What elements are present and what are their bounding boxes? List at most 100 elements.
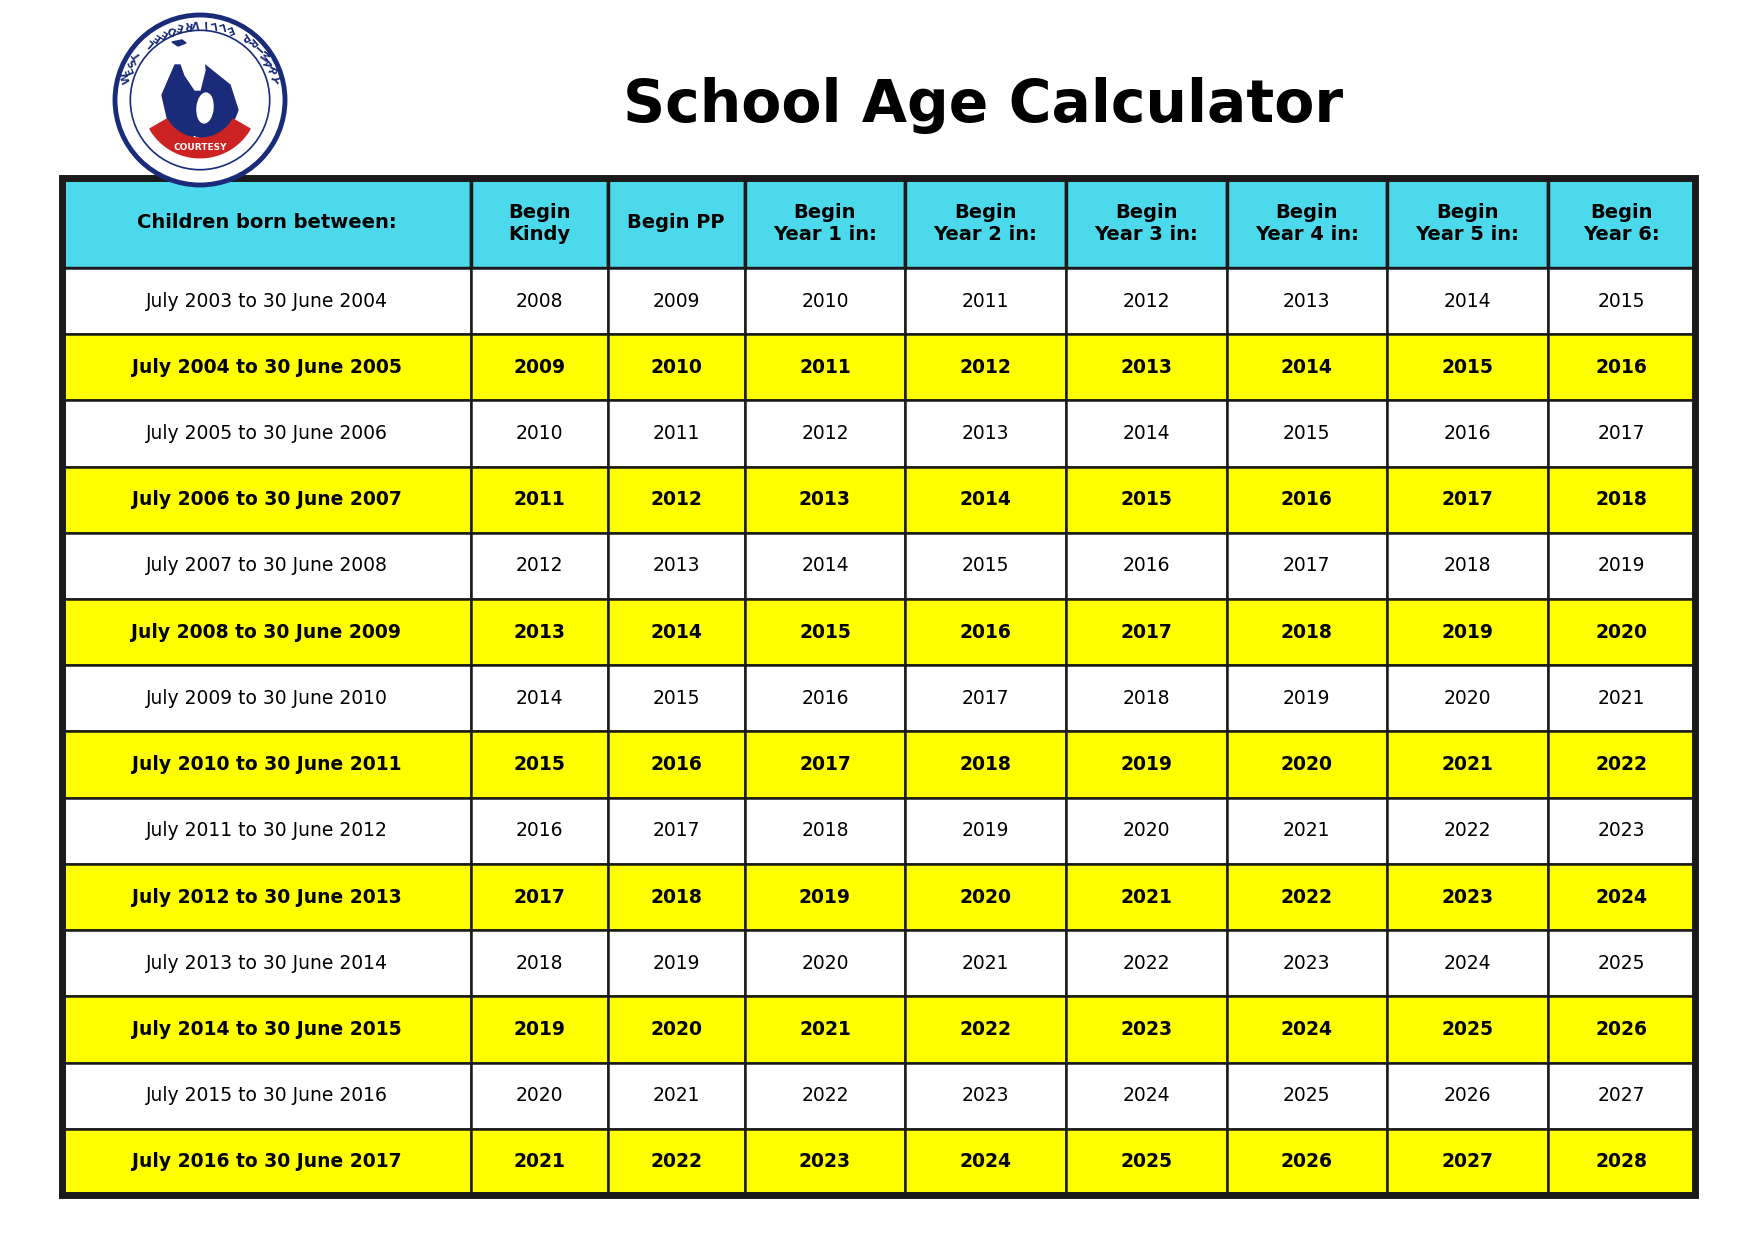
Bar <box>607 466 744 533</box>
Bar <box>1386 930 1548 997</box>
Bar <box>607 930 744 997</box>
Text: Y: Y <box>269 72 279 83</box>
Bar <box>61 533 470 599</box>
Text: 2019: 2019 <box>962 821 1009 841</box>
Bar <box>1065 466 1227 533</box>
Bar <box>1065 1128 1227 1195</box>
Bar <box>470 466 607 533</box>
Bar <box>1227 666 1386 732</box>
Text: 2023: 2023 <box>1283 954 1330 972</box>
Text: I: I <box>202 19 207 29</box>
Text: 2022: 2022 <box>1595 755 1648 774</box>
Text: 2021: 2021 <box>514 1152 565 1172</box>
Text: 2019: 2019 <box>1120 755 1172 774</box>
Text: 2024: 2024 <box>960 1152 1011 1172</box>
Text: School Age Calculator: School Age Calculator <box>623 77 1343 134</box>
Text: 2023: 2023 <box>962 1086 1009 1105</box>
Text: 2018: 2018 <box>651 888 702 906</box>
Text: E: E <box>151 31 161 43</box>
Text: 2014: 2014 <box>651 622 702 641</box>
Bar <box>1548 335 1695 401</box>
Text: 2023: 2023 <box>1441 888 1494 906</box>
Text: 2021: 2021 <box>653 1086 700 1105</box>
Bar <box>1548 1128 1695 1195</box>
Text: 2026: 2026 <box>1281 1152 1332 1172</box>
Text: July 2014 to 30 June 2015: July 2014 to 30 June 2015 <box>132 1021 402 1039</box>
Bar <box>744 179 906 268</box>
Text: 2012: 2012 <box>802 424 849 443</box>
Bar <box>744 401 906 466</box>
Text: 2008: 2008 <box>516 291 563 310</box>
Bar <box>607 268 744 335</box>
Bar <box>61 930 470 997</box>
Bar <box>470 864 607 930</box>
Bar <box>61 666 470 732</box>
Text: 2020: 2020 <box>802 954 849 972</box>
Text: 2021: 2021 <box>1441 755 1494 774</box>
Bar <box>1065 1063 1227 1128</box>
Text: Children born between:: Children born between: <box>137 213 397 233</box>
Bar <box>607 797 744 864</box>
Bar <box>1386 533 1548 599</box>
Text: 2014: 2014 <box>800 557 849 575</box>
Bar <box>61 599 470 666</box>
Bar <box>1227 599 1386 666</box>
Text: 2017: 2017 <box>653 821 700 841</box>
Text: 2022: 2022 <box>1123 954 1171 972</box>
Text: 2011: 2011 <box>962 291 1009 310</box>
Text: L: L <box>144 36 154 48</box>
Text: Begin
Year 2 in:: Begin Year 2 in: <box>934 202 1037 243</box>
Text: 2019: 2019 <box>799 888 851 906</box>
Text: W: W <box>119 71 133 84</box>
Text: 2021: 2021 <box>962 954 1009 972</box>
Text: 2016: 2016 <box>516 821 563 841</box>
Text: 2019: 2019 <box>1597 557 1644 575</box>
Bar <box>607 599 744 666</box>
Bar <box>1386 335 1548 401</box>
Text: 2018: 2018 <box>960 755 1011 774</box>
Bar <box>607 335 744 401</box>
Polygon shape <box>149 119 249 157</box>
Bar <box>744 335 906 401</box>
Bar <box>1548 930 1695 997</box>
Text: L: L <box>216 20 226 32</box>
Bar <box>1065 797 1227 864</box>
Bar <box>607 401 744 466</box>
Text: I: I <box>251 43 261 53</box>
Bar <box>906 864 1065 930</box>
Bar <box>906 1063 1065 1128</box>
Bar <box>1065 179 1227 268</box>
Text: V: V <box>191 17 200 29</box>
Text: 2012: 2012 <box>516 557 563 575</box>
Bar <box>1065 533 1227 599</box>
Bar <box>61 1063 470 1128</box>
Text: 2026: 2026 <box>1444 1086 1492 1105</box>
Bar <box>1227 930 1386 997</box>
Text: 2023: 2023 <box>799 1152 851 1172</box>
Bar <box>1548 533 1695 599</box>
Bar <box>607 533 744 599</box>
Text: 2010: 2010 <box>651 358 702 377</box>
Bar <box>906 732 1065 797</box>
Text: 2016: 2016 <box>651 755 702 774</box>
Bar <box>61 997 470 1063</box>
Text: 2024: 2024 <box>1444 954 1492 972</box>
Bar <box>1227 466 1386 533</box>
Bar <box>1548 599 1695 666</box>
Text: 2017: 2017 <box>1120 622 1172 641</box>
Text: 2025: 2025 <box>1120 1152 1172 1172</box>
Text: 2017: 2017 <box>514 888 565 906</box>
Text: R: R <box>244 36 256 48</box>
Bar <box>1227 179 1386 268</box>
Text: Begin
Kindy: Begin Kindy <box>509 202 570 243</box>
Bar <box>1227 732 1386 797</box>
Text: 2020: 2020 <box>960 888 1011 906</box>
Bar <box>470 930 607 997</box>
Text: R: R <box>265 63 277 76</box>
Bar <box>906 599 1065 666</box>
Text: D: D <box>165 22 177 35</box>
Bar <box>61 797 470 864</box>
Bar <box>1548 268 1695 335</box>
Text: 2017: 2017 <box>1283 557 1330 575</box>
Bar <box>744 797 906 864</box>
